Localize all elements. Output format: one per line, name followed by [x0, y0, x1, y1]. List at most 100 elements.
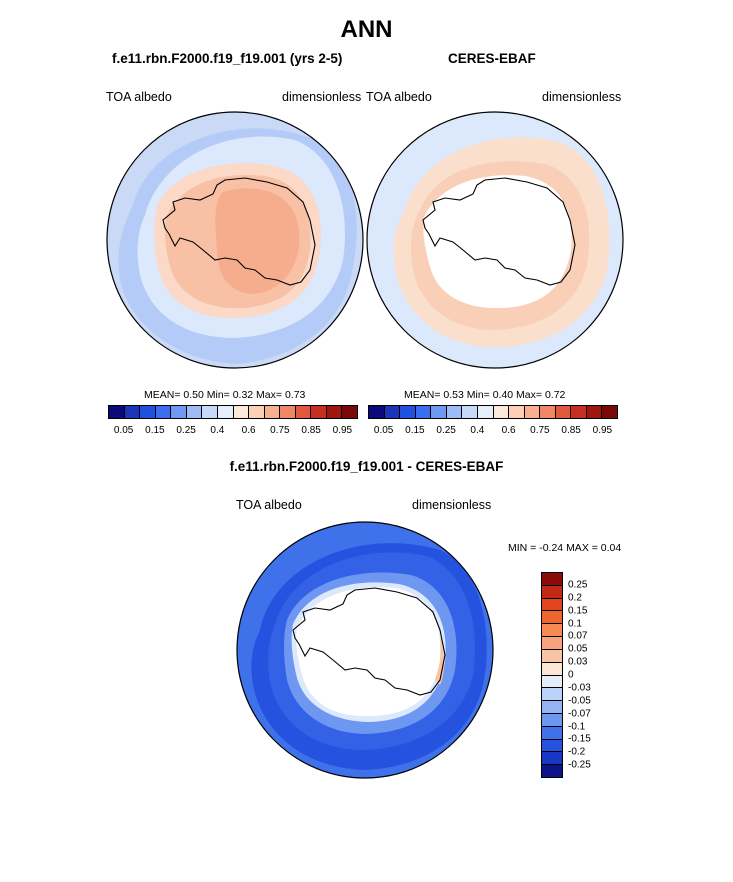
colorbar-swatch: [509, 406, 525, 418]
colorbar-tick-label: 0.4: [470, 425, 485, 436]
colorbar-swatch: [542, 637, 562, 650]
colorbar-swatch: [124, 406, 141, 418]
diff-variable-label: TOA albedo: [236, 498, 302, 512]
colorbar-swatch: [542, 701, 562, 714]
diff-colorbar: [541, 572, 563, 778]
colorbar-swatch: [555, 406, 572, 418]
colorbar-swatch: [542, 765, 562, 777]
colorbar-swatch: [542, 598, 562, 612]
colorbar-swatch: [542, 662, 562, 676]
colorbar-swatch: [542, 675, 562, 689]
colorbar-tick-label: 0.85: [561, 425, 581, 436]
page-title: ANN: [340, 16, 393, 43]
colorbar-tick-label: 0.25: [436, 425, 456, 436]
diff-units-label: dimensionless: [412, 498, 492, 512]
colorbar-swatch: [542, 585, 562, 599]
colorbar-swatch: [542, 726, 562, 740]
colorbar-swatch: [415, 406, 432, 418]
colorbar-swatch: [571, 406, 587, 418]
colorbar-swatch: [586, 406, 603, 418]
colorbar-tick-label: -0.07: [568, 708, 591, 720]
colorbar-swatch: [384, 406, 401, 418]
colorbar-tick-label: -0.15: [568, 733, 591, 745]
obs-continent-mask: [423, 175, 572, 309]
colorbar-tick-label: 0.15: [145, 425, 165, 436]
colorbar-swatch: [264, 406, 281, 418]
obs-colorbar: [368, 405, 618, 419]
model-panel-title: f.e11.rbn.F2000.f19_f19.001 (yrs 2-5): [112, 51, 343, 66]
colorbar-tick-label: -0.05: [568, 695, 591, 707]
colorbar-tick-label: 0.15: [405, 425, 425, 436]
model-coastline: [162, 177, 316, 286]
colorbar-tick-label: 0.85: [301, 425, 321, 436]
colorbar-swatch: [542, 739, 562, 753]
colorbar-tick-label: 0.4: [210, 425, 225, 436]
diff-colorbar-ticks: 0.25 0.2 0.15 0.1 0.07 0.05 0.03 0 -0.03 -0.05 -0.…: [568, 572, 608, 778]
colorbar-tick-label: 0.15: [568, 605, 588, 617]
colorbar-tick-label: 0.6: [241, 425, 256, 436]
obs-coastline: [422, 177, 576, 286]
model-polar-map: [106, 111, 364, 369]
colorbar-tick-label: 0.95: [592, 425, 613, 436]
colorbar-tick-label: 0.07: [568, 630, 588, 642]
model-variable-label: TOA albedo: [106, 90, 172, 104]
colorbar-swatch: [249, 406, 265, 418]
colorbar-swatch: [493, 406, 510, 418]
colorbar-swatch: [400, 406, 416, 418]
colorbar-tick-label: 0.25: [176, 425, 196, 436]
colorbar-tick-label: 0.05: [568, 643, 588, 655]
colorbar-tick-label: 0.95: [332, 425, 353, 436]
colorbar-swatch: [542, 649, 562, 663]
colorbar-swatch: [280, 406, 296, 418]
colorbar-swatch: [542, 713, 562, 727]
colorbar-tick-label: 0.25: [568, 579, 588, 591]
colorbar-swatch: [109, 406, 125, 418]
model-stats: MEAN= 0.50 Min= 0.32 Max= 0.73: [144, 389, 306, 401]
model-plateau-fill: [215, 188, 300, 294]
colorbar-swatch: [202, 406, 218, 418]
diff-coastline: [292, 587, 446, 696]
colorbar-tick-label: 0.6: [501, 425, 516, 436]
colorbar-swatch: [171, 406, 187, 418]
colorbar-tick-label: 0.05: [373, 425, 394, 436]
diff-map-border: [236, 521, 494, 779]
colorbar-tick-label: -0.25: [568, 759, 591, 771]
colorbar-tick-label: 0.75: [530, 425, 550, 436]
colorbar-swatch: [431, 406, 447, 418]
colorbar-swatch: [542, 752, 562, 766]
obs-variable-label: TOA albedo: [366, 90, 432, 104]
model-units-label: dimensionless: [282, 90, 362, 104]
colorbar-swatch: [140, 406, 156, 418]
colorbar-tick-label: 0: [568, 669, 574, 681]
colorbar-tick-label: 0.1: [568, 618, 582, 629]
colorbar-swatch: [295, 406, 312, 418]
obs-units-label: dimensionless: [542, 90, 622, 104]
obs-stats: MEAN= 0.53 Min= 0.40 Max= 0.72: [404, 389, 566, 401]
diff-polar-map: [236, 521, 494, 779]
colorbar-swatch: [233, 406, 250, 418]
colorbar-swatch: [342, 406, 357, 418]
colorbar-tick-label: -0.1: [568, 721, 586, 732]
colorbar-swatch: [326, 406, 343, 418]
obs-map-border: [366, 111, 624, 369]
model-colorbar: [108, 405, 358, 419]
colorbar-tick-label: 0.2: [568, 592, 582, 604]
colorbar-swatch: [155, 406, 172, 418]
colorbar-swatch: [542, 624, 562, 638]
colorbar-swatch: [524, 406, 541, 418]
colorbar-tick-label: 0.75: [270, 425, 290, 436]
colorbar-swatch: [540, 406, 556, 418]
colorbar-swatch: [477, 406, 494, 418]
colorbar-tick-label: -0.03: [568, 682, 591, 694]
colorbar-swatch: [446, 406, 463, 418]
diff-stats: MIN = -0.24 MAX = 0.04: [508, 542, 622, 554]
colorbar-swatch: [602, 406, 617, 418]
colorbar-tick-label: 0.05: [113, 425, 134, 436]
colorbar-swatch: [542, 688, 562, 702]
colorbar-swatch: [542, 573, 562, 586]
colorbar-swatch: [542, 611, 562, 625]
colorbar-swatch: [311, 406, 327, 418]
colorbar-tick-label: 0.03: [568, 656, 588, 668]
diff-panel-title: f.e11.rbn.F2000.f19_f19.001 - CERES-EBAF: [229, 459, 504, 474]
colorbar-swatch: [369, 406, 385, 418]
